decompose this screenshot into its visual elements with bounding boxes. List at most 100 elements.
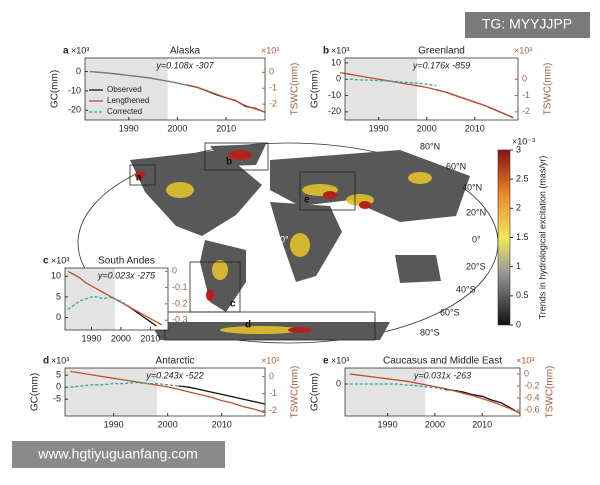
series-line (70, 381, 179, 388)
url-box (12, 441, 225, 468)
y2-tick-label: -1 (522, 90, 530, 100)
y2-tick-label: 0 (524, 368, 529, 378)
colorbar-label: Trends in hydrological excitation (mas/y… (537, 156, 547, 320)
lat-label: 80°N (420, 141, 440, 151)
baseline-shade (85, 58, 168, 120)
y2-tick-label: 0 (172, 266, 177, 276)
y2-axis-label: TSWC(mm) (545, 366, 556, 419)
baseline-shade (345, 58, 418, 120)
lon-label: 90°E (375, 234, 395, 244)
panel-title: Antarctic (156, 356, 195, 367)
y2-tick-label: 0 (522, 74, 527, 84)
baseline-shade (345, 368, 426, 416)
y2-tick-label: -0.3 (172, 315, 188, 325)
baseline-shade (65, 368, 157, 416)
y-axis-label: GC(mm) (310, 70, 321, 108)
series-line (70, 370, 266, 414)
y2-exponent: ×10³ (514, 45, 532, 55)
colorbar-tick-label: 0 (516, 319, 521, 329)
panel-letter: d (43, 356, 49, 367)
box-label: d (245, 320, 251, 331)
y-tick-label: 10 (51, 271, 61, 281)
x-tick-label: 2010 (212, 419, 232, 429)
series-line (340, 72, 514, 119)
panel-title: South Andes (98, 256, 155, 267)
x-tick-label: 1990 (378, 419, 398, 429)
colorbar-tick-label: 2 (516, 203, 521, 213)
plot-frame (64, 267, 169, 331)
series-line (178, 385, 266, 405)
y2-tick-label: -2 (269, 98, 277, 108)
y-tick-label: 0 (336, 378, 341, 388)
lat-label: 20°S (466, 261, 486, 271)
panel-letter: c (43, 256, 49, 267)
panel-letter: e (323, 356, 329, 367)
y2-tick-label: -1 (269, 83, 277, 93)
lat-label: 60°N (446, 161, 466, 171)
y-tick-label: -5 (53, 394, 61, 404)
lat-label: 40°N (462, 182, 482, 192)
lat-label: 40°S (456, 284, 476, 294)
y-exponent: ×10³ (51, 355, 69, 365)
y2-tick-label: -2 (522, 106, 530, 116)
box-label: e (304, 195, 310, 206)
y-exponent: ×10³ (331, 45, 349, 55)
y2-axis-label: TSWC(mm) (290, 366, 301, 419)
x-tick-label: 2000 (425, 419, 445, 429)
colorbar-tick-label: 1.5 (516, 232, 529, 242)
x-tick-label: 1990 (104, 419, 124, 429)
y-tick-label: 5 (56, 291, 61, 301)
y-tick-label: 5 (56, 370, 61, 380)
y2-tick-label: -2 (269, 405, 277, 415)
lat-label: 80°S (420, 327, 440, 337)
plot-frame (344, 367, 521, 417)
panel-title: Alaska (170, 46, 200, 57)
y-tick-label: 0 (56, 382, 61, 392)
y-tick-label: -20 (68, 105, 81, 115)
y-tick-label: -10 (68, 85, 81, 95)
y-axis-label: GC(mm) (310, 373, 321, 411)
legend-label: Observed (107, 85, 142, 94)
y2-tick-label: 0 (269, 371, 274, 381)
y-tick-label: 0 (76, 66, 81, 76)
equation: y=0.108x -307 (155, 60, 214, 70)
x-tick-label: 2000 (417, 123, 437, 133)
y2-tick-label: -0.1 (172, 282, 188, 292)
x-tick-label: 2000 (167, 123, 187, 133)
colorbar-exponent: ×10⁻³ (512, 136, 535, 146)
lat-label: 20°N (466, 207, 486, 217)
series-line (89, 70, 266, 113)
world-map (77, 142, 499, 344)
panel-letter: b (323, 46, 329, 57)
colorbar-tick-label: 0.5 (516, 290, 529, 300)
tag: TG: MYYJJPP (482, 16, 572, 32)
y2-axis-label: TSWC(mm) (543, 63, 554, 116)
series-line (67, 296, 128, 310)
panel-title: Greenland (418, 46, 465, 57)
y2-exponent: ×10³ (261, 45, 279, 55)
y2-exponent: ×10³ (516, 355, 534, 365)
plot-frame (344, 57, 519, 121)
colorbar (497, 149, 511, 326)
y2-tick-label: -1 (269, 388, 277, 398)
tag-box (465, 12, 590, 38)
equation: y=0.243x -522 (145, 370, 203, 380)
series-line (89, 70, 188, 86)
y-exponent: ×10³ (331, 355, 349, 365)
y-axis-label: GC(mm) (30, 373, 41, 411)
legend-label: Lengthened (107, 96, 149, 105)
colorbar-tick-label: 3 (516, 144, 521, 154)
x-tick-label: 1990 (81, 333, 101, 343)
lon-label: 0° (280, 234, 289, 244)
y-tick-label: 10 (331, 57, 341, 67)
box-label: c (230, 299, 236, 310)
y2-axis-label: TSWC(mm) (290, 63, 301, 116)
legend-label: Corrected (107, 107, 142, 116)
y2-exponent: ×10³ (261, 355, 279, 365)
y-tick-label: 0 (56, 312, 61, 322)
y-exponent: ×10³ (71, 45, 89, 55)
y2-tick-label: -0.2 (172, 298, 188, 308)
baseline-shade (65, 268, 116, 330)
lat-label: 60°S (440, 307, 460, 317)
